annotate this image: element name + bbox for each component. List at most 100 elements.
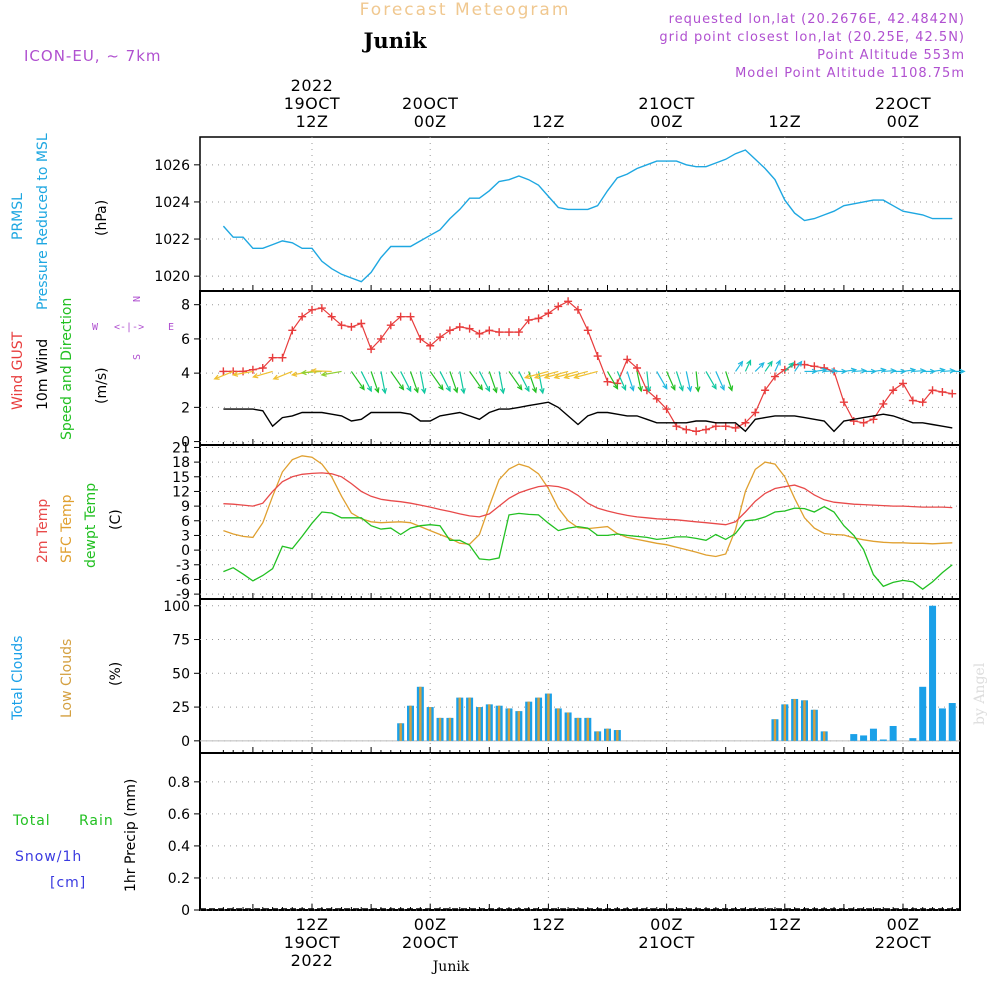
- wind-direction-arrowhead: [613, 383, 619, 390]
- wind-direction-arrow: [942, 369, 955, 373]
- wind-gust-marker: [514, 328, 523, 337]
- wind-direction-arrow: [528, 371, 537, 393]
- wind-gust-marker: [564, 297, 573, 306]
- wind-gust-marker: [938, 387, 947, 396]
- wind-gust-marker: [692, 427, 701, 436]
- wind-direction-arrowhead: [919, 368, 927, 374]
- grid-lines: [194, 137, 960, 911]
- y-tick-label: 21: [172, 440, 190, 456]
- wind-gust-line: [223, 300, 953, 432]
- y-tick-label: 6: [181, 332, 190, 348]
- wind-direction-arrow: [675, 371, 684, 391]
- low-clouds-bar: [419, 686, 422, 741]
- low-clouds-bar: [517, 711, 521, 741]
- total-clouds-bar: [909, 738, 917, 741]
- y-tick-label: 8: [181, 298, 190, 314]
- wind-direction-arrow: [744, 360, 752, 372]
- y-tick-label: 6: [181, 514, 190, 530]
- wind-direction-arrowhead: [573, 373, 580, 380]
- wind-direction-arrow: [400, 371, 412, 392]
- model-altitude: Model Point Altitude 1108.75m: [735, 66, 965, 81]
- wind-gust-marker: [869, 415, 878, 424]
- wind-gust-marker: [524, 316, 533, 325]
- wind-direction-arrowhead: [516, 384, 523, 391]
- y-tick-label: 18: [172, 455, 190, 471]
- wind-direction-arrowhead: [539, 388, 545, 395]
- wind-gust-marker: [406, 312, 415, 321]
- wind-gust-marker: [849, 417, 858, 426]
- x-tick-label-bottom: 00Z: [650, 915, 683, 934]
- temp-unit-label: (C): [108, 509, 124, 530]
- wind-direction-arrowhead: [543, 373, 550, 380]
- wind-direction-arrow: [488, 371, 498, 393]
- clouds-unit-label: (%): [108, 662, 124, 686]
- low-clouds-bar: [793, 698, 796, 741]
- wind-direction-arrowhead: [727, 385, 734, 392]
- total-clouds-bar: [860, 735, 868, 741]
- y-tick-label: 0.8: [168, 775, 190, 791]
- wind-direction-arrowhead: [678, 385, 684, 392]
- wind-gust-marker: [229, 367, 238, 376]
- wind-gust-marker: [780, 365, 789, 374]
- model-label: ICON-EU, ~ 7km: [24, 47, 162, 65]
- low-clouds-bar: [448, 717, 452, 741]
- wind-direction-arrow: [449, 371, 458, 393]
- y-tick-label: 25: [172, 700, 190, 716]
- wind-direction-arrowhead: [758, 361, 765, 368]
- wind-direction-arrow: [311, 370, 332, 373]
- wind-direction-arrowhead: [359, 384, 365, 391]
- wind-direction-arrow: [321, 370, 342, 376]
- wind-direction-arrowhead: [949, 368, 956, 374]
- y-tick-label: 3: [181, 528, 190, 544]
- wind-gust-marker: [426, 341, 435, 350]
- low-clouds-bar: [458, 697, 461, 741]
- wind-gust-marker: [761, 386, 770, 395]
- x-tick-label-bottom: 22OCT: [875, 933, 931, 952]
- x-tick-label-top: 00Z: [414, 112, 447, 131]
- total-clouds-bar: [850, 734, 858, 741]
- wind-direction-arrow: [794, 361, 803, 372]
- wind-gust-marker: [347, 322, 356, 331]
- wind-direction-arrowhead: [621, 384, 627, 391]
- location-title: Junik: [362, 28, 427, 53]
- wind-gust-marker: [593, 352, 602, 361]
- wind-gust-marker: [436, 333, 445, 342]
- x-tick-label-bottom: 19OCT: [284, 933, 340, 952]
- wind-direction-arrow: [273, 370, 293, 380]
- wind-direction-arrowhead: [320, 371, 327, 377]
- wind-direction-arrow: [554, 370, 579, 379]
- wind-direction-arrowhead: [310, 368, 317, 374]
- y-tick-label: 1022: [154, 232, 190, 248]
- wind-direction-arrowhead: [460, 388, 466, 395]
- wind-direction-arrow: [754, 362, 765, 372]
- wind-direction-arrow: [685, 371, 692, 392]
- wind-direction-arrow: [419, 371, 426, 394]
- wind-direction-arrowhead: [445, 386, 451, 393]
- wind-direction-arrow: [301, 370, 322, 374]
- pressure-unit-label: (hPa): [94, 200, 110, 236]
- wind-direction-arrow: [814, 369, 827, 373]
- low-clouds-bar: [399, 723, 402, 741]
- wind-direction-arrowhead: [499, 388, 506, 395]
- wind-direction-arrow: [666, 371, 676, 390]
- y-tick-label: 0: [181, 903, 190, 919]
- wind-direction-arrow: [843, 369, 856, 373]
- wind-direction-arrowhead: [939, 367, 946, 374]
- total-clouds-bar: [919, 686, 927, 741]
- wind-gust-marker: [918, 398, 927, 407]
- wind-direction-arrowhead: [492, 387, 498, 394]
- wind-gust-label: Wind GUST: [10, 331, 26, 410]
- wind-gust-marker: [475, 329, 484, 338]
- x-tick-label-top: 22OCT: [875, 94, 931, 113]
- wind-direction-arrowhead: [645, 386, 652, 393]
- total-clouds-bar: [879, 739, 887, 741]
- wind-direction-arrow: [902, 369, 915, 373]
- precip-snow-unit: [cm]: [50, 875, 86, 891]
- wind-gust-marker: [652, 394, 661, 403]
- wind-10m-label: 10m Wind: [35, 339, 51, 410]
- wind-gust-marker: [662, 405, 671, 414]
- wind-direction-arrow: [784, 362, 794, 372]
- wind-direction-arrowhead: [231, 371, 239, 377]
